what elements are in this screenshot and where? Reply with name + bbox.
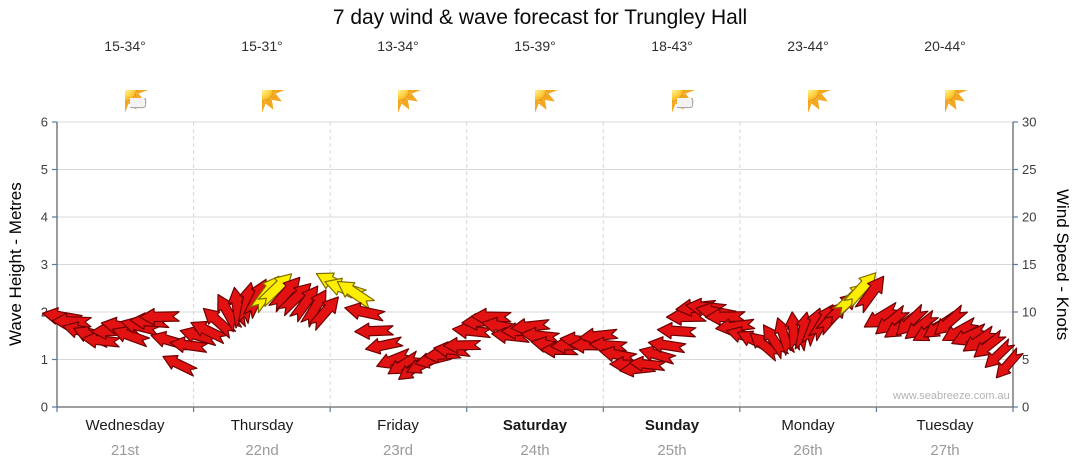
svg-text:1: 1 (41, 352, 48, 367)
day-date: 24th (520, 442, 550, 459)
day-date: 25th (657, 442, 687, 459)
day-name: Sunday (644, 417, 700, 434)
temp-range: 18-43° (651, 38, 693, 54)
temp-range: 13-34° (377, 38, 419, 54)
chart-title: 7 day wind & wave forecast for Trungley … (332, 6, 748, 29)
day-date: 23rd (382, 442, 414, 459)
temp-range: 23-44° (787, 38, 829, 54)
day-date: 26th (793, 442, 823, 459)
day-name: Tuesday (916, 417, 974, 434)
svg-text:20: 20 (1022, 210, 1036, 225)
temp-range: 20-44° (924, 38, 966, 54)
day-date: 21st (110, 442, 140, 459)
svg-text:5: 5 (1022, 352, 1029, 367)
day-name: Saturday (502, 417, 568, 434)
svg-text:25: 25 (1022, 162, 1036, 177)
svg-text:3: 3 (41, 257, 48, 272)
day-date: 27th (930, 442, 960, 459)
day-date: 22nd (245, 442, 279, 459)
svg-text:6: 6 (41, 115, 48, 130)
svg-text:15: 15 (1022, 257, 1036, 272)
day-name: Friday (377, 417, 419, 434)
temp-range: 15-34° (104, 38, 146, 54)
svg-text:4: 4 (41, 210, 48, 225)
svg-text:0: 0 (41, 400, 48, 415)
svg-text:30: 30 (1022, 115, 1036, 130)
day-name: Monday (781, 417, 835, 434)
temp-range: 15-31° (241, 38, 283, 54)
left-axis-title: Wave Height - Metres (6, 182, 25, 347)
svg-text:2: 2 (41, 305, 48, 320)
temp-range: 15-39° (514, 38, 556, 54)
svg-text:10: 10 (1022, 305, 1036, 320)
day-name: Thursday (230, 417, 294, 434)
watermark: www.seabreeze.com.au (893, 390, 1010, 402)
svg-text:5: 5 (41, 162, 48, 177)
day-name: Wednesday (85, 417, 165, 434)
svg-text:0: 0 (1022, 400, 1029, 415)
right-axis-title: Wind Speed - Knots (1053, 188, 1072, 341)
